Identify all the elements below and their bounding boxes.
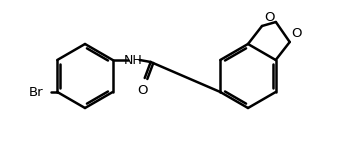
Text: O: O — [292, 27, 302, 40]
Text: NH: NH — [124, 53, 142, 66]
Text: Br: Br — [29, 86, 43, 99]
Text: O: O — [264, 11, 275, 24]
Text: O: O — [137, 84, 148, 97]
